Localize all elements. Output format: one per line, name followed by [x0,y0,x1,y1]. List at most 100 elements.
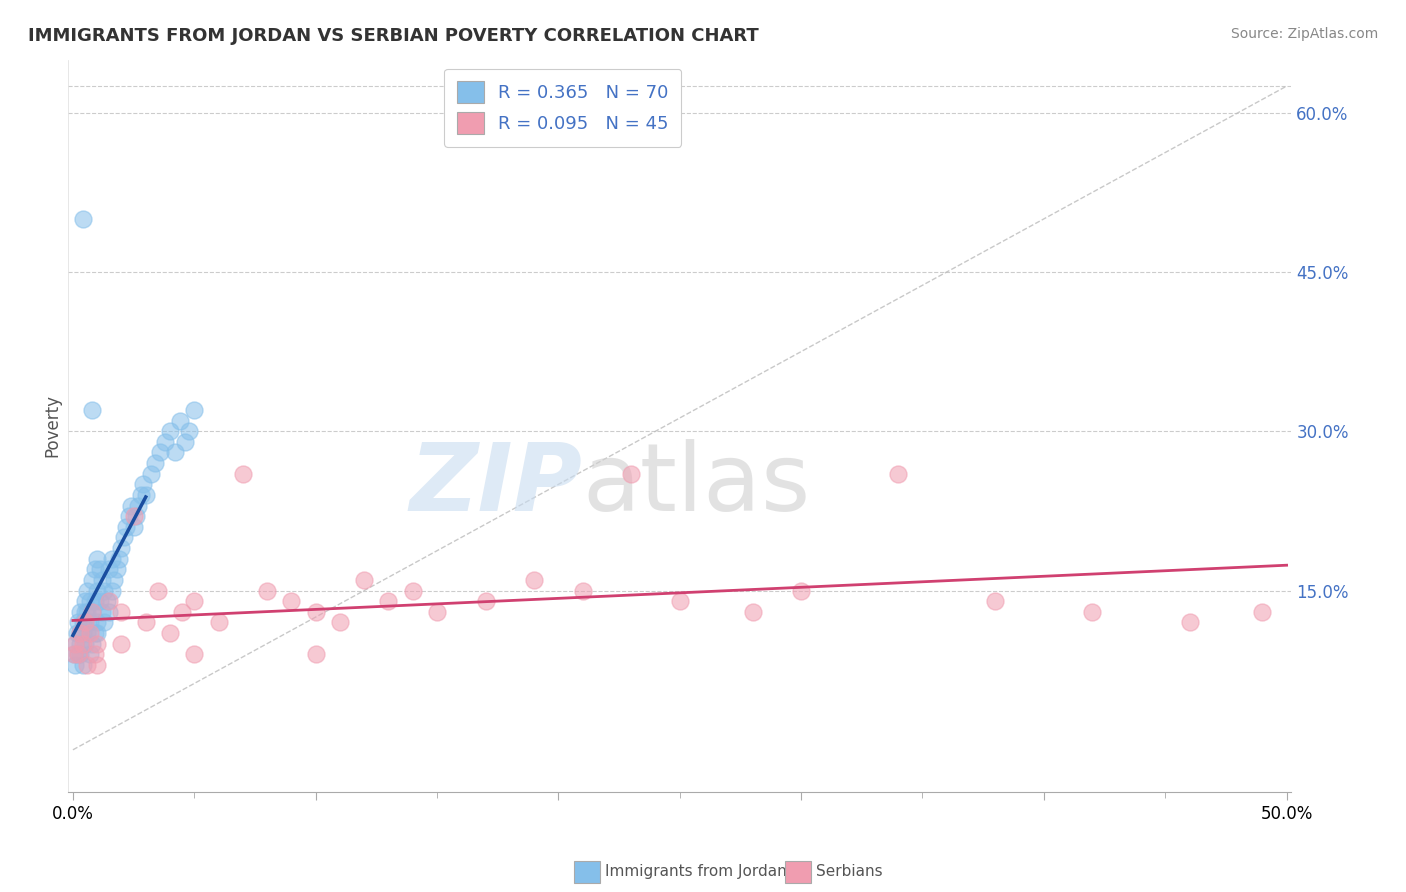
Legend: R = 0.365   N = 70, R = 0.095   N = 45: R = 0.365 N = 70, R = 0.095 N = 45 [444,69,682,147]
Point [82,573,104,587]
Point [115,520,138,534]
Point [179,424,201,438]
Point [280,594,302,608]
Point [183,594,205,608]
Point [82,605,104,619]
Point [305,605,328,619]
Point [79,626,101,640]
Point [98,605,121,619]
Point [159,424,181,438]
Point [65,626,87,640]
Point [83,626,105,640]
Point [183,403,205,417]
Point [159,626,181,640]
Point [98,562,121,576]
Text: Serbians: Serbians [815,864,883,880]
Point [183,647,205,661]
Point [305,647,328,661]
Point [100,551,122,566]
Point [79,647,101,661]
Point [139,467,162,481]
Point [72,626,94,640]
Point [65,637,87,651]
Text: IMMIGRANTS FROM JORDAN VS SERBIAN POVERTY CORRELATION CHART: IMMIGRANTS FROM JORDAN VS SERBIAN POVERT… [28,27,759,45]
Point [146,583,169,598]
Point [65,637,87,651]
Point [120,499,142,513]
Point [377,594,399,608]
Point [72,211,94,226]
Point [1178,615,1201,630]
Point [73,637,96,651]
Point [1251,605,1274,619]
Point [1081,605,1104,619]
Text: Source: ZipAtlas.com: Source: ZipAtlas.com [1230,27,1378,41]
Point [69,626,91,640]
Point [105,562,128,576]
Point [173,434,195,449]
Text: atlas: atlas [582,439,810,531]
Point [86,583,108,598]
Point [110,541,132,555]
Point [103,573,125,587]
Point [172,605,194,619]
Point [474,594,496,608]
Point [110,605,132,619]
Point [86,657,108,672]
Point [984,594,1007,608]
Point [149,445,172,459]
Point [82,605,104,619]
Point [122,509,145,524]
Point [256,583,278,598]
Point [93,615,115,630]
Point [83,647,105,661]
Point [79,594,101,608]
Point [145,456,167,470]
Point [329,615,352,630]
Point [118,509,141,524]
Point [108,551,131,566]
Point [76,605,98,619]
Point [100,583,122,598]
Point [63,647,86,661]
Point [129,488,152,502]
Point [83,594,105,608]
Point [82,403,104,417]
Point [76,626,98,640]
Point [73,615,96,630]
Point [79,615,101,630]
Point [122,520,145,534]
Point [73,594,96,608]
Point [232,467,254,481]
Point [741,605,763,619]
Point [66,647,89,661]
Y-axis label: Poverty: Poverty [44,394,60,458]
Point [163,445,186,459]
Point [72,615,94,630]
Point [96,594,118,608]
Point [89,594,111,608]
Point [76,583,98,598]
Point [207,615,229,630]
Point [86,615,108,630]
Point [86,551,108,566]
Point [98,594,121,608]
Point [72,637,94,651]
Text: ZIP: ZIP [409,439,582,531]
Point [93,583,115,598]
Point [66,647,89,661]
Point [112,531,135,545]
Point [887,467,910,481]
Point [73,615,96,630]
Point [620,467,643,481]
Point [89,562,111,576]
Point [69,605,91,619]
Point [353,573,375,587]
Point [76,657,98,672]
Point [65,657,87,672]
Point [91,605,114,619]
Point [132,477,155,491]
Point [69,626,91,640]
Point [69,637,91,651]
Point [86,626,108,640]
